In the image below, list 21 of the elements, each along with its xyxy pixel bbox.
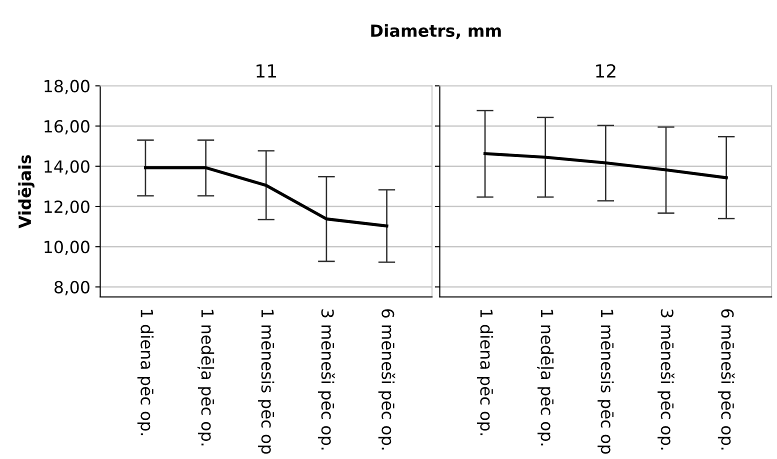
x-tick-label: 6 mēneši pēc op. (378, 309, 396, 450)
x-tick-label: 1 diena pēc op. (476, 310, 494, 436)
chart-title: 11 (256, 64, 276, 78)
y-tick-label: 18,00 (44, 80, 90, 94)
text: Diametrs, mm (371, 24, 501, 40)
y-tick-label: 14,00 (44, 160, 90, 175)
x-tick-label: 1 diena pēc op. (137, 310, 154, 436)
x-tick-label: 1 mēnesis pēc op (258, 310, 274, 454)
x-tick-label: 1 nedēļa pēc op. (197, 310, 214, 446)
y-tick-label: 8,00 (54, 280, 90, 296)
y-tick-label: 16,00 (44, 120, 90, 134)
x-tick-label: 6 mēneši pēc op. (718, 309, 735, 450)
chart-title: 12 (596, 64, 616, 78)
x-tick-label: 3 mēneši pēc op. (658, 309, 674, 450)
y-tick-label: 10,00 (44, 240, 90, 255)
x-tick-label: 1 mēnesis pēc op (598, 310, 614, 454)
y-axis-title: Vidējais (18, 155, 34, 228)
x-tick-label: 1 nedēļa pēc op. (537, 310, 554, 446)
x-tick-label: 3 mēneši pēc op. (318, 309, 335, 450)
line-series (144, 166, 388, 228)
y-tick-label: 12,00 (44, 200, 90, 215)
